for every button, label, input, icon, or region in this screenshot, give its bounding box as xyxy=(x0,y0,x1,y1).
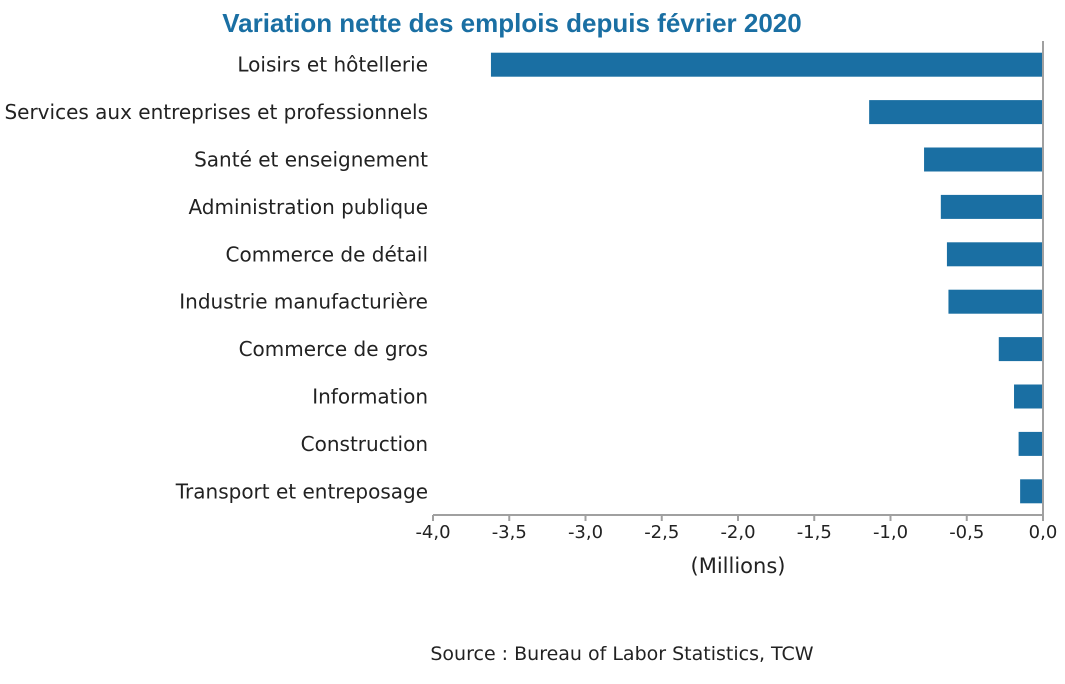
x-tick-label: -2,5 xyxy=(644,522,679,543)
bar xyxy=(946,242,1043,267)
bar xyxy=(924,147,1043,172)
category-labels-group: Loisirs et hôtellerie Services aux entrep… xyxy=(4,53,428,504)
x-tick-label: -4,0 xyxy=(415,522,450,543)
x-tick-label: -1,0 xyxy=(873,522,908,543)
bar xyxy=(869,100,1043,125)
x-tick-label: -1,5 xyxy=(797,522,832,543)
x-tick-label: -3,5 xyxy=(492,522,527,543)
bar xyxy=(1020,479,1043,504)
bar xyxy=(998,337,1043,362)
category-label: Information xyxy=(312,385,428,409)
bar xyxy=(1018,431,1043,456)
bars-group xyxy=(490,52,1043,504)
category-label: Santé et enseignement xyxy=(194,148,428,172)
bar xyxy=(940,194,1043,219)
category-label: Transport et entreposage xyxy=(175,479,428,503)
category-label: Industrie manufacturière xyxy=(179,290,428,314)
x-ticks-group: -4,0 -3,5 -3,0 -2,5 -2,0 -1,5 -1,0 -0,5 0,0 xyxy=(415,515,1057,543)
bar xyxy=(948,289,1043,314)
bar xyxy=(1014,384,1043,409)
x-tick-label: -3,0 xyxy=(568,522,603,543)
category-label: Construction xyxy=(301,432,428,456)
category-label: Administration publique xyxy=(188,195,428,219)
x-tick-label: -2,0 xyxy=(720,522,755,543)
x-tick-label: 0,0 xyxy=(1029,522,1058,543)
category-label: Loisirs et hôtellerie xyxy=(237,53,428,77)
category-label: Commerce de détail xyxy=(226,242,428,266)
x-tick-label: -0,5 xyxy=(949,522,984,543)
x-axis-title: (Millions) xyxy=(691,554,786,578)
category-label: Services aux entreprises et professionne… xyxy=(4,100,428,124)
source-note: Source : Bureau of Labor Statistics, TCW xyxy=(430,643,813,665)
category-label: Commerce de gros xyxy=(239,337,428,361)
chart-title: Variation nette des emplois depuis févri… xyxy=(222,8,801,38)
bar xyxy=(490,52,1043,77)
